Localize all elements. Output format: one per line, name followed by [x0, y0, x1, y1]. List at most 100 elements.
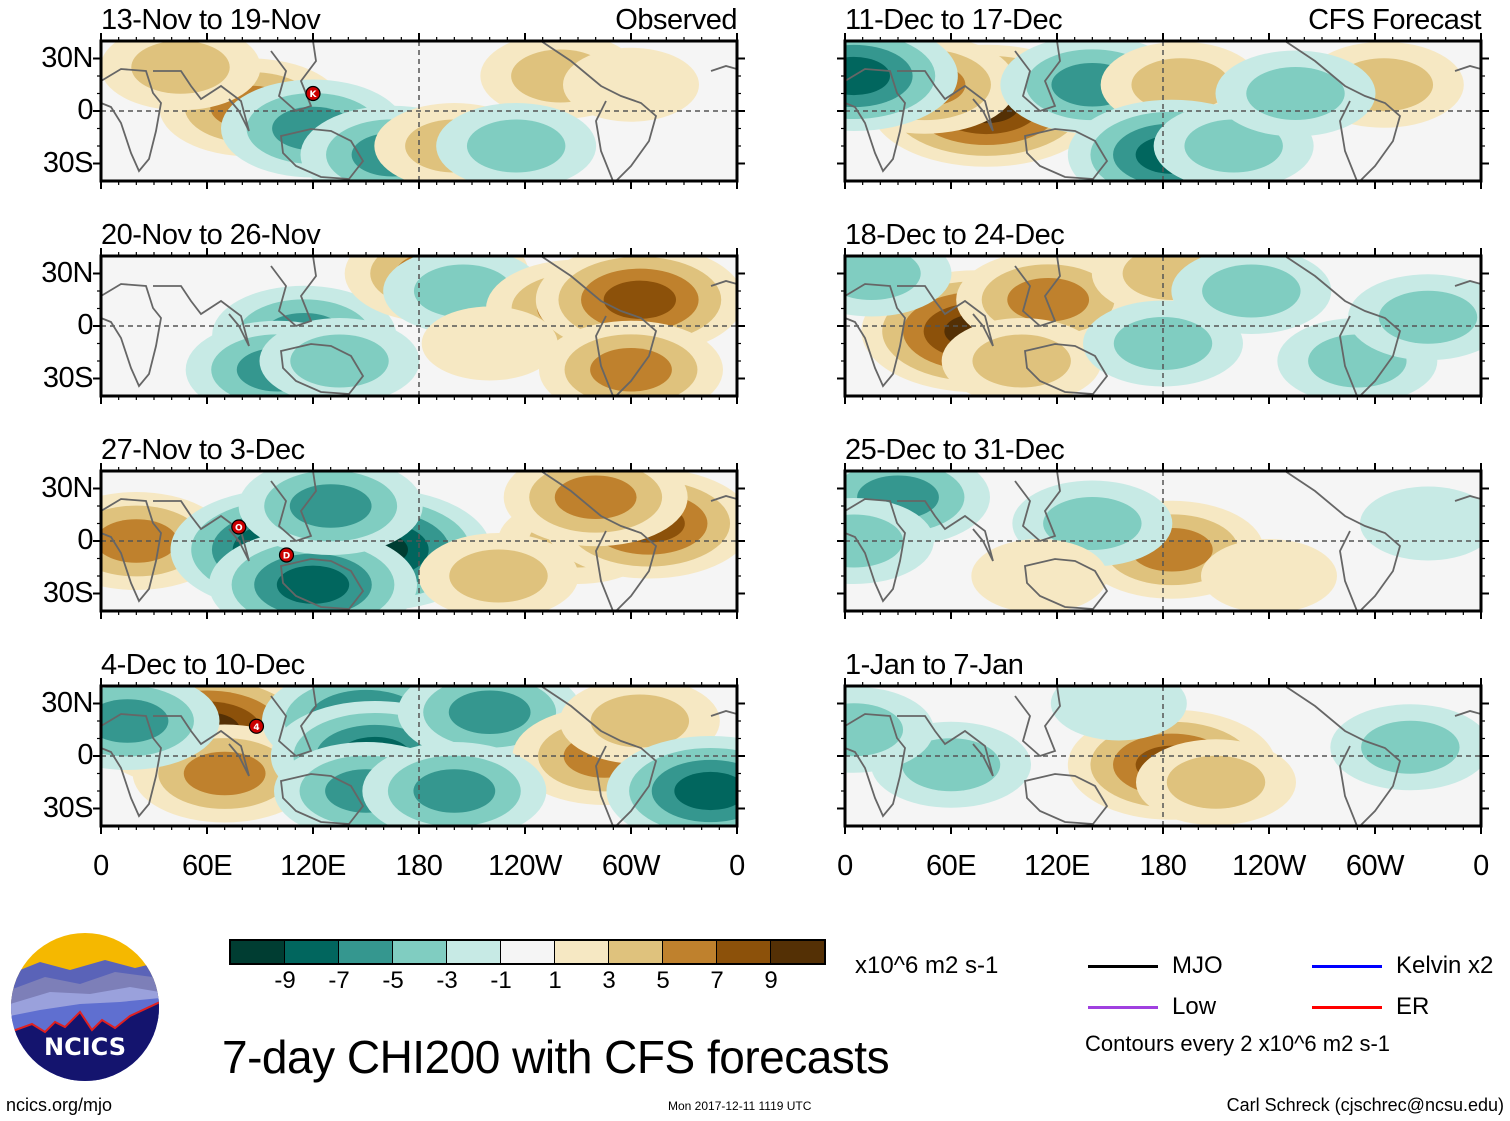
anomaly-contour — [449, 549, 548, 603]
coastline — [540, 686, 658, 826]
colorbar-tick-label: 5 — [656, 967, 670, 994]
coastline — [280, 343, 365, 395]
coastline — [540, 471, 658, 611]
colorbar-swatch — [609, 941, 663, 963]
colorbar-swatch — [501, 941, 555, 963]
anomaly-contour — [421, 306, 558, 381]
anomaly-contour — [1131, 58, 1230, 112]
storm-label: O — [235, 524, 243, 534]
y-tick-label: 30N — [41, 471, 93, 504]
coastline — [270, 256, 317, 328]
colorbar-tick-label: -5 — [382, 967, 404, 994]
anomaly-contour — [131, 41, 230, 94]
coastline — [710, 65, 737, 72]
coastline — [1339, 745, 1358, 826]
coastline — [280, 128, 365, 180]
anomaly-contour — [590, 694, 690, 748]
map-panel: 11-Dec to 17-Dec CFS Forecast — [837, 6, 1489, 189]
coastline — [595, 315, 614, 396]
coastline — [897, 500, 994, 562]
coastline — [1454, 280, 1481, 287]
map-plot — [837, 463, 1489, 619]
coastline — [845, 713, 906, 818]
legend-item-kelvin: Kelvin x2 — [1312, 952, 1493, 980]
coastline — [1339, 100, 1358, 181]
logo-text: NCICS — [44, 1033, 126, 1061]
anomaly-contour — [1007, 277, 1090, 322]
coastline — [595, 745, 614, 826]
coastline — [153, 715, 250, 777]
forecast-label: CFS Forecast — [1308, 4, 1481, 36]
coastline — [710, 280, 737, 287]
anomaly-contour — [1184, 119, 1283, 173]
x-tick-label: 60W — [601, 850, 661, 882]
panel-period-title: 25-Dec to 31-Dec — [845, 434, 1065, 466]
coastline — [897, 715, 994, 777]
x-tick-label: 0 — [1473, 850, 1489, 882]
observed-label: Observed — [615, 4, 737, 36]
colorbar-tick-label: 1 — [548, 967, 562, 994]
colorbar-swatch — [663, 941, 717, 963]
x-tick-label: 0 — [93, 850, 109, 882]
y-tick-label: 30N — [41, 686, 93, 719]
map-plot — [837, 33, 1489, 189]
y-tick-label: 30S — [42, 146, 94, 179]
tropical-cyclone-marker: 4 — [248, 718, 265, 734]
coastline — [1024, 773, 1109, 825]
anomaly-contour — [971, 539, 1108, 611]
coastline — [897, 285, 994, 347]
coastline — [1024, 558, 1109, 610]
colorbar-tick-label: 9 — [764, 967, 778, 994]
coastline — [845, 498, 906, 603]
coastline — [595, 530, 614, 611]
anomaly-contour — [972, 334, 1071, 388]
coastline — [710, 495, 737, 502]
coastline — [1024, 343, 1109, 395]
colorbar-tick-label: 7 — [710, 967, 724, 994]
colorbar-swatch — [447, 941, 501, 963]
colorbar-swatch — [393, 941, 447, 963]
x-tick-label: 180 — [395, 850, 443, 882]
anomaly-contour — [845, 56, 890, 96]
panel-period-title: 13-Nov to 19-Nov — [101, 4, 321, 36]
y-tick-label: 30N — [41, 41, 93, 74]
map-plot: 4 — [93, 678, 745, 834]
coastline — [897, 70, 994, 132]
coastline — [540, 41, 658, 181]
storm-label: D — [283, 552, 290, 562]
anomaly-contour — [290, 334, 389, 388]
x-tick-label: 60E — [925, 850, 977, 882]
colorbar-units: x10^6 m2 s-1 — [855, 952, 999, 979]
x-tick-label: 60W — [1345, 850, 1405, 882]
coastline — [1454, 65, 1481, 72]
anomaly-contour — [1113, 317, 1213, 370]
colorbar-swatch — [339, 941, 393, 963]
colorbar-tick-label: -1 — [490, 967, 512, 994]
legend-label-mjo: MJO — [1172, 952, 1223, 979]
legend-line-mjo — [1088, 964, 1158, 968]
anomaly-contour — [1050, 686, 1187, 741]
site-link[interactable]: ncics.org/mjo — [6, 1095, 113, 1115]
legend-line-kelvin — [1312, 964, 1382, 968]
anomaly-contour — [276, 565, 350, 604]
coastline — [1014, 256, 1061, 328]
coastline — [270, 471, 317, 543]
map-panel: 20-Nov to 26-Nov 30N 0 30S — [41, 221, 745, 404]
x-tick-label: 120E — [280, 850, 346, 882]
legend-item-er: ER — [1312, 993, 1429, 1021]
coastline — [1014, 41, 1061, 113]
anomaly-contour — [1361, 720, 1460, 774]
coastline — [153, 70, 250, 132]
map-plot — [93, 248, 745, 404]
author-credit: Carl Schreck (cjschrec@ncsu.edu) — [1226, 1095, 1504, 1115]
coastline — [1284, 686, 1402, 826]
x-tick-label: 60E — [181, 850, 233, 882]
tropical-cyclone-marker: O — [231, 519, 247, 535]
anomaly-contour — [554, 475, 637, 520]
x-tick-label: 180 — [1139, 850, 1187, 882]
coastline — [1014, 686, 1061, 758]
y-tick-label: 30S — [42, 791, 94, 824]
ncics-logo: NCICS — [11, 933, 159, 1081]
panel-period-title: 1-Jan to 7-Jan — [845, 649, 1024, 681]
anomaly-contour — [1043, 497, 1142, 550]
